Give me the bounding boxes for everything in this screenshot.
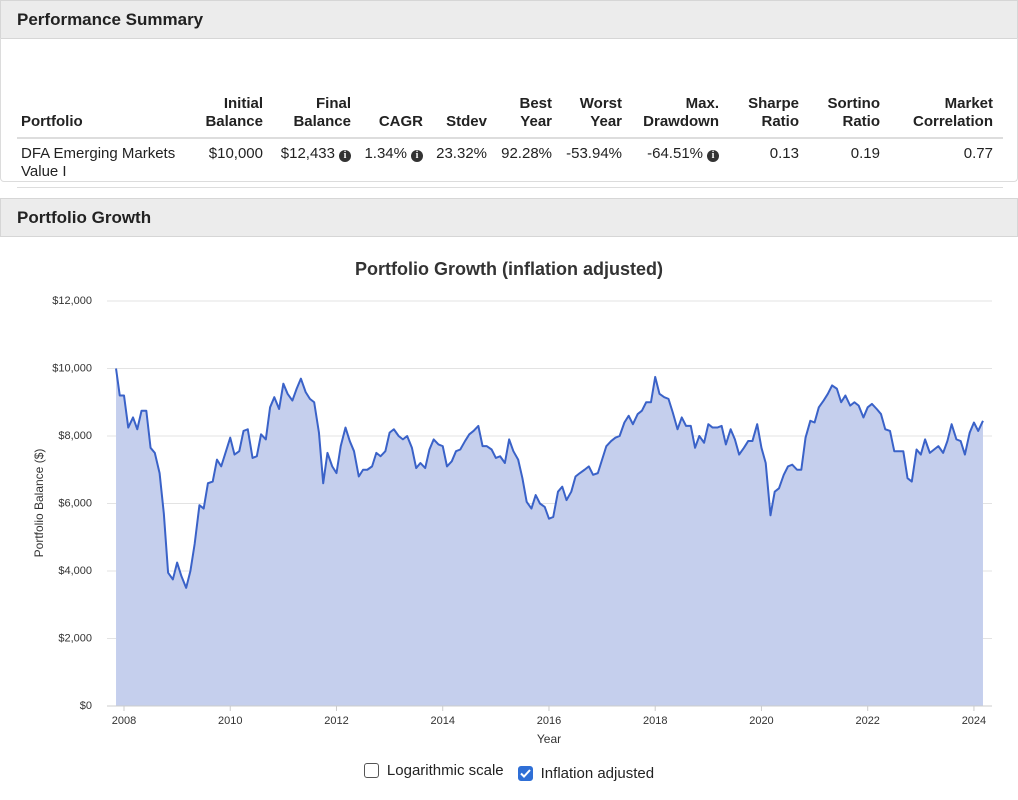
table-cell: DFA Emerging Markets Value I [17,138,191,188]
header-row: Portfolio Initial Balance Final Balance CAG… [17,95,1003,139]
x-tick-label: 2008 [112,715,136,727]
y-axis-label: Portfolio Balance ($) [32,449,46,558]
summary-table: Portfolio Initial Balance Final Balance CAG… [17,95,1003,188]
info-icon[interactable]: i [411,150,423,162]
cell-text: $12,433 [280,145,335,162]
column-header: Initial Balance [191,95,273,139]
y-tick-label: $10,000 [52,362,92,374]
table-cell: $10,000 [191,138,273,188]
cell-text: $10,000 [208,145,263,162]
column-header: Sharpe Ratio [729,95,809,139]
y-tick-label: $2,000 [58,632,92,644]
chart: Portfolio Growth (inflation adjusted) Po… [32,259,992,746]
x-tick-label: 2018 [643,715,667,727]
y-tick-label: $6,000 [58,497,92,509]
x-tick-label: 2022 [855,715,879,727]
chart-title: Portfolio Growth (inflation adjusted) [355,259,663,279]
table-cell: 23.32% [433,138,497,188]
checkbox-label: Logarithmic scale [386,762,504,779]
y-tick-label: $4,000 [58,565,92,577]
chart-controls: Logarithmic scale Inflation adjusted [0,762,1018,782]
x-tick-label: 2024 [962,715,986,727]
cell-text: -53.94% [566,145,622,162]
x-tick-label: 2020 [749,715,773,727]
panel: Portfolio Initial Balance Final Balance CAG… [0,38,1018,188]
checkbox[interactable] [517,766,533,781]
panel-header: Portfolio Growth [0,198,1018,237]
cell-text: 0.19 [850,145,880,162]
cell-text: -64.51% [647,145,703,162]
cell-text: 0.77 [963,145,993,162]
x-tick-label: 2010 [218,715,242,727]
column-header: Market Correlation [890,95,1003,139]
panel-title: Performance Summary [17,10,204,29]
column-header: Best Year [497,95,562,139]
info-icon[interactable]: i [707,150,719,162]
cell-text: 23.32% [436,145,487,162]
y-tick-label: $12,000 [52,295,92,307]
y-tick-label: $8,000 [58,430,92,442]
cell-text: 0.13 [769,145,799,162]
table-cell: 92.28% [497,138,562,188]
check-icon [519,769,531,778]
panel-title: Portfolio Growth [17,208,152,227]
cell-text: 1.34% [364,145,407,162]
column-header: Stdev [433,95,497,139]
table-row: DFA Emerging Markets Value I $10,000 $12,4… [17,138,1003,188]
column-header: CAGR [361,95,433,139]
column-header: Sortino Ratio [809,95,890,139]
column-header: Final Balance [273,95,361,139]
line [115,368,984,589]
column-header: Worst Year [562,95,632,139]
column-header: Portfolio [17,95,191,139]
x-tick-label: 2012 [324,715,348,727]
table-cell: 1.34% i [361,138,433,188]
cell-text: DFA Emerging Markets Value I [21,145,176,180]
panel-header: Performance Summary [0,0,1018,39]
checkbox-control[interactable]: Logarithmic scale [363,762,504,779]
x-tick-label: 2016 [537,715,561,727]
table-cell: 0.19 [809,138,890,188]
area-fill [116,368,983,706]
x-tick-label: 2014 [430,715,454,727]
table-cell: 0.77 [890,138,1003,188]
checkbox-control[interactable]: Inflation adjusted [517,765,655,782]
table-cell: -64.51% i [632,138,729,188]
checkbox-label: Inflation adjusted [540,765,655,782]
y-tick-label: $0 [80,700,92,712]
table-cell: 0.13 [729,138,809,188]
x-axis-label: Year [537,732,561,746]
table-body: DFA Emerging Markets Value I $10,000 $12,4… [17,138,1003,188]
info-icon[interactable]: i [339,150,351,162]
checkbox[interactable] [363,763,379,778]
column-header: Max. Drawdown [632,95,729,139]
cell-text: 92.28% [501,145,552,162]
table-cell: -53.94% [562,138,632,188]
table-cell: $12,433 i [273,138,361,188]
